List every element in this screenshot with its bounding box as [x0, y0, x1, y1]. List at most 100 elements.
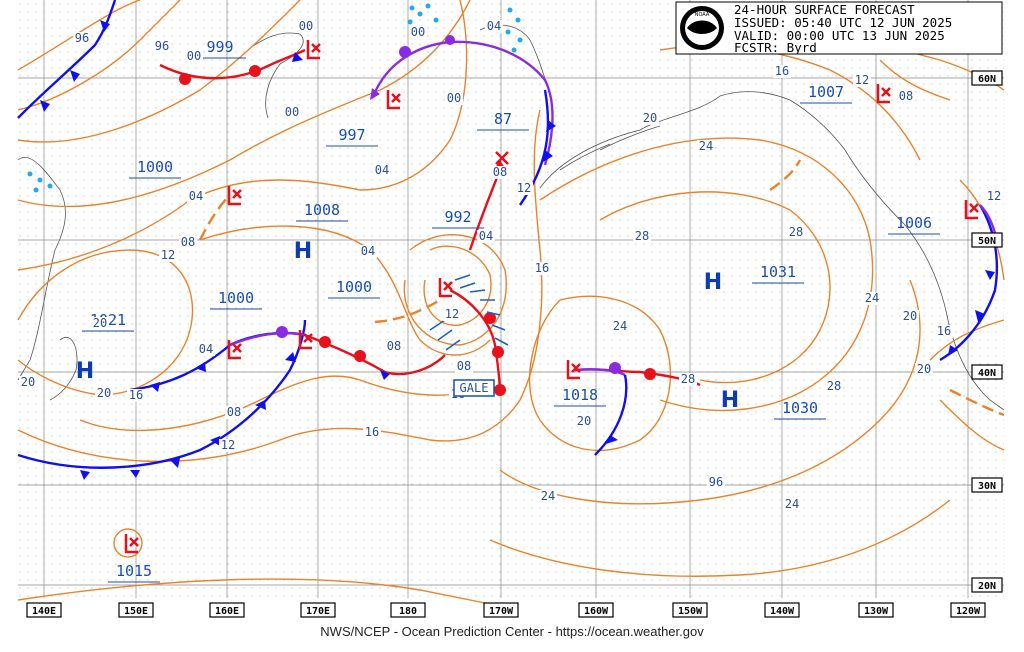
isobar-label: 16: [363, 425, 381, 439]
isobar-label: 20: [901, 309, 919, 323]
pressure-label: 1000: [129, 158, 181, 179]
svg-text:04: 04: [487, 19, 501, 33]
lon-label: 170E: [300, 602, 336, 618]
lon-label: 130W: [858, 602, 894, 618]
svg-text:1031: 1031: [760, 263, 796, 281]
pressure-label: 1000: [328, 278, 380, 299]
pressure-label: 1006: [888, 214, 940, 235]
latitude-labels: 60N 50N 40N 30N 20N: [971, 70, 1003, 593]
svg-text:96: 96: [75, 31, 89, 45]
isobar-label: 28: [787, 225, 805, 239]
svg-text:12: 12: [987, 189, 1001, 203]
svg-text:00: 00: [285, 105, 299, 119]
wind-barbs: [429, 274, 509, 351]
pressure-label: 1000: [210, 289, 262, 310]
isobar-label: 04: [477, 229, 495, 243]
svg-text:1007: 1007: [808, 83, 844, 101]
svg-text:12: 12: [221, 438, 235, 452]
lon-label: 160E: [209, 602, 245, 618]
isobar-label: 28: [825, 379, 843, 393]
svg-text:24: 24: [699, 139, 713, 153]
isobar-label: 96: [153, 39, 171, 53]
lon-label: 160W: [578, 602, 614, 618]
lat-label: 30N: [971, 477, 1003, 493]
isobar-label: 12: [853, 73, 871, 87]
header-issued: ISSUED: 05:40 UTC 12 JUN 2025: [734, 15, 952, 30]
svg-text:08: 08: [181, 235, 195, 249]
central-pressure-labels: 9999971000100810001000992871021101810311…: [82, 38, 940, 583]
header-forecaster: FCSTR: Byrd: [734, 40, 817, 55]
svg-text:1030: 1030: [782, 399, 818, 417]
isobar-label: 00: [445, 91, 463, 105]
svg-text:00: 00: [187, 49, 201, 63]
svg-text:28: 28: [635, 229, 649, 243]
isobar-label: 04: [197, 342, 215, 356]
sea-ice-markers: [27, 3, 523, 193]
pressure-label: 87: [477, 110, 529, 131]
pressure-label: 1030: [774, 399, 826, 420]
svg-text:120W: 120W: [956, 606, 981, 617]
isobar-label: 12: [515, 181, 533, 195]
svg-text:1000: 1000: [137, 158, 173, 176]
svg-text:150W: 150W: [678, 606, 703, 617]
isobar-label: 24: [783, 497, 801, 511]
svg-text:30N: 30N: [978, 481, 996, 492]
svg-text:16: 16: [129, 388, 143, 402]
pressure-label: 1018: [554, 386, 606, 407]
svg-text:28: 28: [827, 379, 841, 393]
isobar-label: 24: [611, 319, 629, 333]
isobar-label: 24: [863, 291, 881, 305]
lat-label: 60N: [971, 70, 1003, 86]
svg-text:1015: 1015: [116, 562, 152, 580]
longitude-labels: 140E 150E 160E 170E 180 170W 160W 150W 140W 130W 1…: [26, 602, 986, 618]
lon-label: 170W: [483, 602, 519, 618]
isobar-label: 04: [187, 189, 205, 203]
svg-text:20: 20: [21, 375, 35, 389]
svg-text:87: 87: [494, 110, 512, 128]
isobar-label: 20: [19, 375, 37, 389]
lon-label: 140E: [26, 602, 62, 618]
isobar-label: 08: [455, 359, 473, 373]
svg-text:1006: 1006: [896, 214, 932, 232]
isobar-label: 16: [773, 64, 791, 78]
noaa-logo: NOAA: [680, 6, 724, 50]
pressure-label: 992: [432, 208, 484, 229]
isobar-label: 00: [283, 105, 301, 119]
isobar-label: 04: [373, 163, 391, 177]
header-box: [675, 1, 1003, 55]
isobar-label: 00: [297, 19, 315, 33]
svg-text:20: 20: [903, 309, 917, 323]
pressure-label: 1015: [108, 562, 160, 583]
isobar-label: 28: [633, 229, 651, 243]
isobar-label: 12: [443, 307, 461, 321]
lon-label: 150E: [118, 602, 154, 618]
svg-text:60N: 60N: [978, 74, 996, 85]
svg-text:130W: 130W: [864, 606, 889, 617]
isobar-label: 08: [225, 405, 243, 419]
svg-text:170W: 170W: [489, 606, 514, 617]
svg-text:28: 28: [681, 372, 695, 386]
svg-text:170E: 170E: [306, 606, 330, 617]
dot-grid: [18, 0, 1004, 598]
svg-text:999: 999: [206, 38, 233, 56]
svg-text:08: 08: [899, 89, 913, 103]
low-markers: [124, 40, 979, 554]
svg-text:20: 20: [577, 414, 591, 428]
svg-text:992: 992: [444, 208, 471, 226]
svg-text:1008: 1008: [304, 201, 340, 219]
isobar-label: 24: [697, 139, 715, 153]
front-symbols: [40, 20, 995, 480]
svg-text:12: 12: [161, 248, 175, 262]
lat-label: 40N: [971, 364, 1003, 380]
high-center: H: [294, 239, 312, 264]
svg-text:1018: 1018: [562, 386, 598, 404]
high-center: H: [76, 359, 94, 384]
svg-text:16: 16: [775, 64, 789, 78]
svg-text:1000: 1000: [336, 278, 372, 296]
header-valid: VALID: 00:00 UTC 13 JUN 2025: [734, 28, 945, 43]
high-pressure-centers: H H H H: [76, 239, 739, 413]
isobar-label: 16: [127, 388, 145, 402]
svg-text:20N: 20N: [978, 581, 996, 592]
isobar-label: 20: [91, 316, 109, 330]
